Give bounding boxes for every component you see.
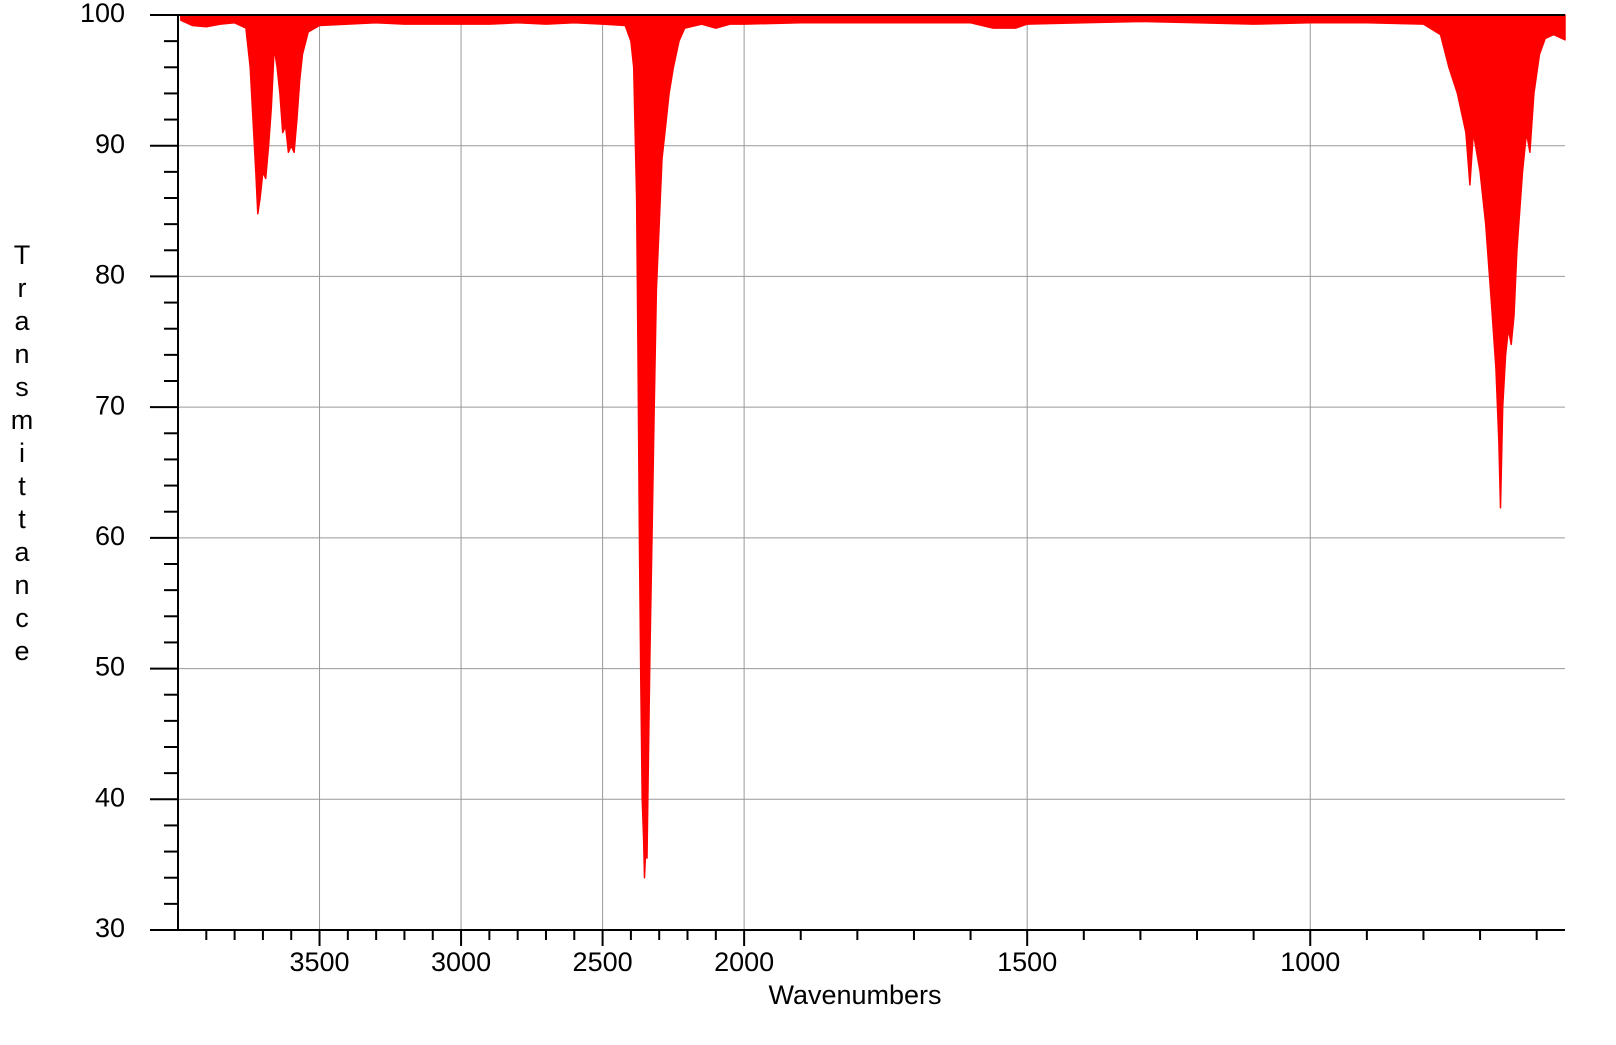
x-tick-label: 1000 (1280, 947, 1340, 977)
y-tick-label: 60 (95, 521, 125, 551)
y-tick-label: 70 (95, 390, 125, 420)
x-tick-label: 3000 (431, 947, 491, 977)
x-tick-label: 2000 (714, 947, 774, 977)
y-tick-label: 80 (95, 260, 125, 290)
y-tick-label: 30 (95, 913, 125, 943)
spectrum-area (180, 14, 1566, 879)
x-axis-label: Wavenumbers (768, 980, 941, 1010)
x-tick-label: 1500 (997, 947, 1057, 977)
y-axis-label: Transmittance (7, 240, 37, 669)
y-tick-label: 40 (95, 782, 125, 812)
x-tick-label: 3500 (289, 947, 349, 977)
y-tick-label: 100 (80, 0, 125, 28)
y-tick-label: 50 (95, 652, 125, 682)
x-tick-label: 2500 (573, 947, 633, 977)
y-tick-label: 90 (95, 129, 125, 159)
